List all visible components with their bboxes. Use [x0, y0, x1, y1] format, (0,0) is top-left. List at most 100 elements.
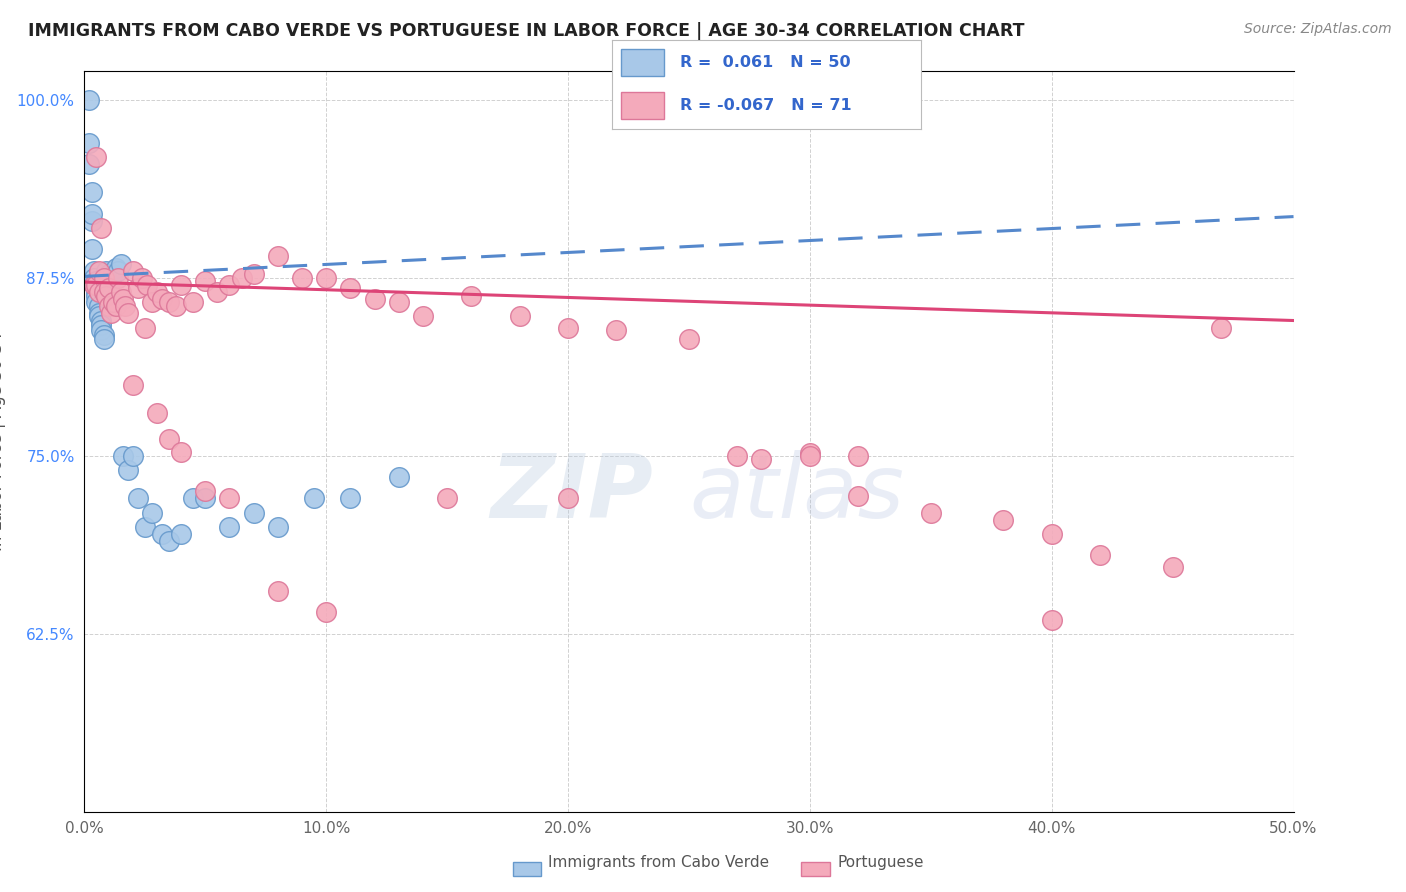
Point — [388, 295, 411, 310]
Text: ZIP: ZIP — [489, 450, 652, 537]
Point — [87, 299, 110, 313]
Text: Immigrants from Cabo Verde: Immigrants from Cabo Verde — [548, 855, 769, 870]
Point — [509, 310, 531, 324]
Point — [94, 289, 117, 303]
Point — [90, 313, 112, 327]
Point — [557, 320, 579, 334]
Text: R =  0.061   N = 50: R = 0.061 N = 50 — [679, 55, 851, 70]
Point — [181, 295, 204, 310]
Point — [93, 332, 115, 346]
Point — [388, 470, 411, 484]
Point — [993, 513, 1015, 527]
Point — [80, 186, 103, 200]
Point — [146, 285, 169, 299]
Point — [218, 520, 240, 534]
Point — [86, 150, 108, 164]
Point — [315, 606, 337, 620]
Point — [1161, 559, 1184, 574]
Text: Portuguese: Portuguese — [838, 855, 925, 870]
Point — [267, 584, 290, 599]
Point — [103, 295, 125, 310]
Point — [86, 295, 108, 310]
Point — [751, 451, 773, 466]
FancyBboxPatch shape — [621, 49, 664, 76]
Point — [80, 243, 103, 257]
Point — [678, 332, 700, 346]
Point — [1088, 549, 1111, 563]
Point — [77, 157, 100, 171]
Point — [141, 506, 163, 520]
Point — [1040, 613, 1063, 627]
Point — [90, 324, 112, 338]
Point — [121, 377, 143, 392]
Point — [460, 289, 482, 303]
Point — [80, 207, 103, 221]
Point — [127, 491, 149, 506]
Point — [97, 267, 120, 281]
Point — [86, 277, 108, 292]
Text: Source: ZipAtlas.com: Source: ZipAtlas.com — [1244, 22, 1392, 37]
Point — [100, 270, 122, 285]
Point — [127, 281, 149, 295]
Point — [93, 285, 115, 299]
Text: atlas: atlas — [689, 450, 904, 536]
Text: R = -0.067   N = 71: R = -0.067 N = 71 — [679, 98, 851, 112]
Point — [846, 489, 869, 503]
Point — [231, 270, 253, 285]
Point — [100, 306, 122, 320]
Point — [86, 274, 108, 288]
Point — [267, 520, 290, 534]
Point — [94, 277, 117, 292]
Y-axis label: In Labor Force | Age 30-34: In Labor Force | Age 30-34 — [0, 332, 6, 551]
Point — [93, 327, 115, 342]
Point — [121, 263, 143, 277]
Point — [77, 93, 100, 107]
Point — [218, 277, 240, 292]
Point — [136, 277, 159, 292]
Point — [218, 491, 240, 506]
Point — [93, 270, 115, 285]
Point — [339, 491, 361, 506]
Point — [134, 520, 156, 534]
Point — [117, 463, 139, 477]
Point — [110, 256, 132, 270]
Point — [110, 285, 132, 299]
Point — [165, 299, 187, 313]
Point — [97, 281, 120, 295]
Point — [141, 295, 163, 310]
Point — [97, 275, 120, 289]
Point — [170, 277, 193, 292]
Point — [194, 491, 217, 506]
Point — [302, 491, 325, 506]
Point — [170, 527, 193, 541]
Point — [799, 446, 821, 460]
Point — [799, 449, 821, 463]
Point — [90, 221, 112, 235]
Point — [194, 274, 217, 288]
Point — [363, 292, 385, 306]
Point — [83, 277, 105, 292]
Point — [846, 449, 869, 463]
Point — [134, 320, 156, 334]
FancyBboxPatch shape — [621, 92, 664, 119]
Point — [150, 527, 173, 541]
Point — [87, 310, 110, 324]
Point — [436, 491, 458, 506]
Point — [242, 267, 264, 281]
Point — [131, 270, 153, 285]
Point — [83, 263, 105, 277]
Point — [267, 249, 290, 264]
Point — [104, 299, 127, 313]
Point — [80, 214, 103, 228]
Text: IMMIGRANTS FROM CABO VERDE VS PORTUGUESE IN LABOR FORCE | AGE 30-34 CORRELATION : IMMIGRANTS FROM CABO VERDE VS PORTUGUESE… — [28, 22, 1025, 40]
Point — [103, 267, 125, 281]
Point — [77, 136, 100, 150]
Point — [107, 270, 129, 285]
Point — [157, 432, 180, 446]
Point — [97, 299, 120, 313]
Point — [114, 299, 136, 313]
Point — [207, 285, 229, 299]
Point — [87, 306, 110, 320]
Point — [87, 285, 110, 299]
Point — [150, 292, 173, 306]
